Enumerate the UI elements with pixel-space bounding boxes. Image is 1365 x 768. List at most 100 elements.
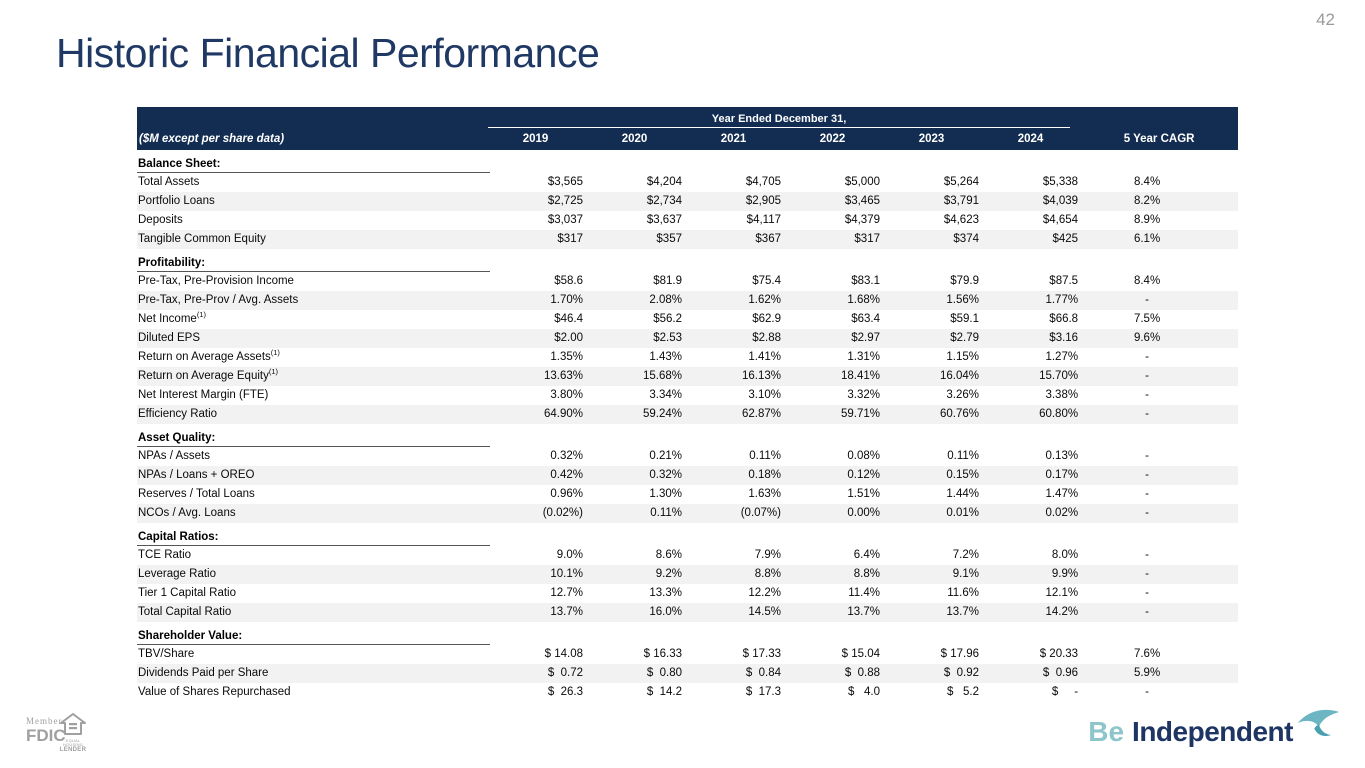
value-cell: 0.18%	[684, 466, 783, 485]
table-row: Pre-Tax, Pre-Prov / Avg. Assets 1.70% 2.08…	[137, 291, 1239, 310]
cagr-cell: 8.9%	[1133, 214, 1161, 226]
value-cell: $58.6	[554, 275, 583, 287]
ehl-line2: LENDER	[59, 747, 87, 753]
column-header-cagr: 5 Year CAGR	[1080, 128, 1239, 150]
value-cell: $56.2	[653, 313, 682, 325]
table-row: Net Income(1) $46.4 $56.2 $62.9 $63.4 $59.1 $6…	[137, 310, 1238, 329]
value-cell: 1.31%	[847, 351, 880, 363]
value-cell: $ 0.72	[486, 664, 585, 683]
cagr-cell: -	[1145, 488, 1149, 500]
value-cell: $ 0.88	[783, 664, 882, 683]
value-cell: 1.63%	[748, 488, 781, 500]
value-cell: $4,705	[745, 176, 781, 188]
row-label: Total Capital Ratio	[137, 603, 486, 622]
value-cell: $ -	[1051, 686, 1079, 698]
table-row: TCE Ratio 9.0% 8.6% 7.9% 6.4% 7.2% 8.0% -	[137, 546, 1238, 565]
value-cell: $81.9	[653, 275, 682, 287]
value-cell: 9.1%	[882, 565, 981, 584]
section-row: Shareholder Value:	[137, 622, 1239, 645]
cagr-cell: -	[1080, 565, 1239, 584]
cagr-cell: 8.2%	[1080, 192, 1239, 211]
column-header-2020: 2020	[585, 128, 684, 150]
footnote-marker: (1)	[270, 348, 280, 358]
cagr-cell: 8.4%	[1133, 176, 1161, 188]
value-cell: 16.13%	[684, 367, 783, 386]
cagr-cell: 7.5%	[1133, 313, 1161, 325]
table-row: Dividends Paid per Share $ 0.72 $ 0.80 $ 0.…	[137, 664, 1239, 683]
value-cell: $63.4	[851, 313, 880, 325]
column-header-2022: 2022	[783, 128, 882, 150]
value-cell: 1.51%	[847, 488, 880, 500]
value-cell: $ 15.04	[841, 648, 880, 660]
footnote-marker: (1)	[268, 367, 279, 377]
cagr-cell: -	[1145, 351, 1149, 363]
value-cell: 7.9%	[754, 549, 781, 561]
section-row: Capital Ratios:	[137, 523, 1239, 546]
value-cell: 1.41%	[748, 351, 781, 363]
value-cell: 0.02%	[981, 504, 1081, 523]
row-label: Tier 1 Capital Ratio	[138, 587, 237, 599]
table-row: NCOs / Avg. Loans (0.02%) 0.11% (0.07%) 0.00…	[137, 504, 1239, 523]
section-row: Asset Quality:	[137, 424, 1239, 447]
value-cell: $2.79	[882, 329, 981, 348]
value-cell: 0.21%	[649, 450, 682, 462]
section-header-label: Asset Quality:	[137, 428, 490, 447]
value-cell: 3.32%	[847, 389, 880, 401]
table-row: Pre-Tax, Pre-Provision Income $58.6 $81.9 $…	[137, 272, 1238, 291]
value-cell: $3,791	[882, 192, 981, 211]
value-cell: 0.08%	[847, 450, 880, 462]
cagr-cell: -	[1145, 450, 1149, 462]
value-cell: $3,565	[547, 176, 583, 188]
brand-tagline: Be Independent	[1088, 709, 1341, 754]
value-cell: 1.47%	[1045, 488, 1079, 500]
row-label: Leverage Ratio	[137, 565, 486, 584]
equal-housing-lender-logo: EQUAL HOUSING LENDER	[58, 713, 88, 753]
value-cell: 64.90%	[486, 405, 585, 424]
value-cell: (0.07%)	[684, 504, 783, 523]
section-header-label: Balance Sheet:	[137, 154, 490, 173]
value-cell: 0.00%	[783, 504, 882, 523]
value-cell: $5,264	[943, 176, 979, 188]
table-row: Reserves / Total Loans 0.96% 1.30% 1.63% 1.5…	[137, 485, 1238, 504]
section-header-label: Profitability:	[137, 253, 490, 272]
cagr-cell: -	[1145, 389, 1149, 401]
value-cell: 9.2%	[585, 565, 684, 584]
value-cell: $3,465	[783, 192, 882, 211]
value-cell: $357	[585, 230, 684, 249]
value-cell: 11.4%	[848, 587, 880, 599]
row-label: TCE Ratio	[138, 549, 192, 561]
value-cell: 3.10%	[748, 389, 781, 401]
value-cell: 0.11%	[749, 450, 781, 462]
cagr-cell: -	[1080, 504, 1239, 523]
value-cell: 60.80%	[981, 405, 1081, 424]
value-cell: 6.4%	[853, 549, 880, 561]
value-cell: 3.34%	[649, 389, 682, 401]
table-row: Tier 1 Capital Ratio 12.7% 13.3% 12.2% 11.4%…	[137, 584, 1238, 603]
equal-housing-lender-icon	[60, 713, 86, 735]
value-cell: 13.7%	[783, 603, 882, 622]
value-cell: 12.2%	[748, 587, 781, 599]
value-cell: 13.7%	[882, 603, 981, 622]
row-label: Total Assets	[138, 176, 200, 188]
unit-label: ($M except per share data)	[137, 128, 486, 150]
value-cell: 11.6%	[947, 587, 979, 599]
row-label: NPAs / Loans + OREO	[137, 466, 486, 485]
value-cell: $5,000	[844, 176, 880, 188]
value-cell: 10.1%	[486, 565, 585, 584]
value-cell: 8.6%	[655, 549, 682, 561]
slide-title: Historic Financial Performance	[56, 30, 600, 76]
value-cell: $3.16	[981, 329, 1081, 348]
value-cell: 0.42%	[486, 466, 585, 485]
tagline-independent: Independent	[1132, 716, 1293, 747]
value-cell: $5,338	[1042, 176, 1079, 188]
cagr-cell: 9.6%	[1080, 329, 1239, 348]
table-row: NPAs / Loans + OREO 0.42% 0.32% 0.18% 0.12% 0…	[137, 466, 1239, 485]
value-cell: 1.62%	[684, 291, 783, 310]
header-spacer	[1080, 107, 1239, 128]
value-cell: 1.15%	[946, 351, 979, 363]
value-cell: $ 0.92	[882, 664, 981, 683]
row-label: TBV/Share	[138, 648, 195, 660]
cagr-cell: -	[1145, 587, 1149, 599]
value-cell: 12.7%	[550, 587, 583, 599]
value-cell: 15.70%	[981, 367, 1081, 386]
